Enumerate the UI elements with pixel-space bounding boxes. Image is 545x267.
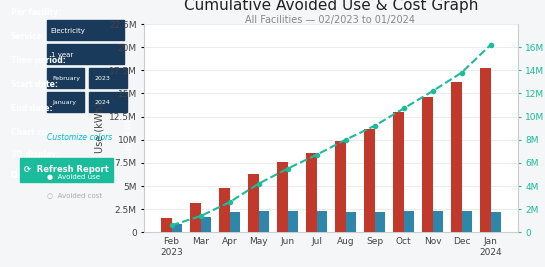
Text: 1 year: 1 year — [51, 52, 73, 58]
Text: End date:: End date: — [11, 104, 52, 113]
Text: Customize colors: Customize colors — [47, 134, 112, 143]
Bar — [288, 211, 298, 232]
Avoided Electricity Use — [429, 89, 436, 93]
Text: All Facilities — 02/2023 to 01/2024: All Facilities — 02/2023 to 01/2024 — [245, 15, 415, 25]
Bar — [451, 82, 462, 232]
Bar — [365, 129, 374, 232]
Text: Per facility:: Per facility: — [11, 8, 61, 17]
Text: 2024: 2024 — [95, 100, 111, 105]
Text: Use (kWh): Use (kWh) — [125, 114, 134, 153]
Text: Electricity: Electricity — [51, 28, 86, 34]
Bar — [249, 174, 258, 232]
Bar — [190, 203, 201, 232]
Bar — [201, 217, 211, 232]
Bar — [89, 92, 127, 112]
Text: February: February — [52, 76, 80, 81]
Bar — [404, 211, 414, 232]
Text: 2023: 2023 — [95, 76, 111, 81]
Text: ●  Avoided use: ● Avoided use — [47, 174, 100, 179]
Bar — [161, 218, 172, 232]
Text: ○  Avoided cost: ○ Avoided cost — [47, 192, 102, 198]
Bar — [47, 68, 84, 88]
Bar — [335, 141, 346, 232]
Avoided Electricity Use — [371, 124, 378, 127]
Text: Chart colors:: Chart colors: — [11, 128, 66, 137]
Bar — [277, 162, 288, 232]
Text: Data type:: Data type: — [11, 171, 56, 180]
Avoided Electricity Use — [284, 167, 291, 170]
Bar — [393, 112, 404, 232]
Text: Start date:: Start date: — [11, 80, 58, 89]
Avoided Electricity Use — [487, 43, 494, 46]
Bar — [229, 212, 240, 232]
Line: Avoided Electricity Use: Avoided Electricity Use — [169, 43, 493, 227]
Text: Service:: Service: — [11, 32, 46, 41]
Title: Cumulative Avoided Use & Cost Graph: Cumulative Avoided Use & Cost Graph — [184, 0, 479, 13]
Bar — [47, 44, 124, 64]
Avoided Electricity Use — [313, 153, 320, 156]
Bar — [89, 68, 127, 88]
Bar — [490, 212, 501, 232]
Bar — [258, 211, 269, 232]
Text: Time period:: Time period: — [11, 56, 65, 65]
Bar — [20, 158, 113, 182]
Text: ⟳  Refresh Report: ⟳ Refresh Report — [25, 165, 109, 174]
Bar — [47, 20, 124, 40]
Bar — [481, 68, 490, 232]
Avoided Electricity Use — [197, 214, 204, 218]
Bar — [220, 188, 229, 232]
Bar — [306, 153, 317, 232]
Bar — [433, 211, 443, 232]
Avoided Electricity Use — [226, 201, 233, 204]
Bar — [374, 212, 385, 232]
Avoided Electricity Use — [255, 182, 262, 185]
Bar — [47, 92, 84, 112]
Bar — [422, 97, 433, 232]
Bar — [172, 224, 181, 232]
Avoided Electricity Use — [458, 71, 465, 74]
Y-axis label: Use (kWh): Use (kWh) — [95, 103, 105, 154]
Avoided Electricity Use — [342, 138, 349, 141]
Bar — [462, 211, 472, 232]
Text: January: January — [52, 100, 76, 105]
Bar — [317, 211, 327, 232]
Avoided Electricity Use — [168, 224, 175, 227]
Bar — [346, 212, 356, 232]
Avoided Electricity Use — [401, 107, 407, 110]
Text: 3D display:: 3D display: — [11, 150, 59, 159]
